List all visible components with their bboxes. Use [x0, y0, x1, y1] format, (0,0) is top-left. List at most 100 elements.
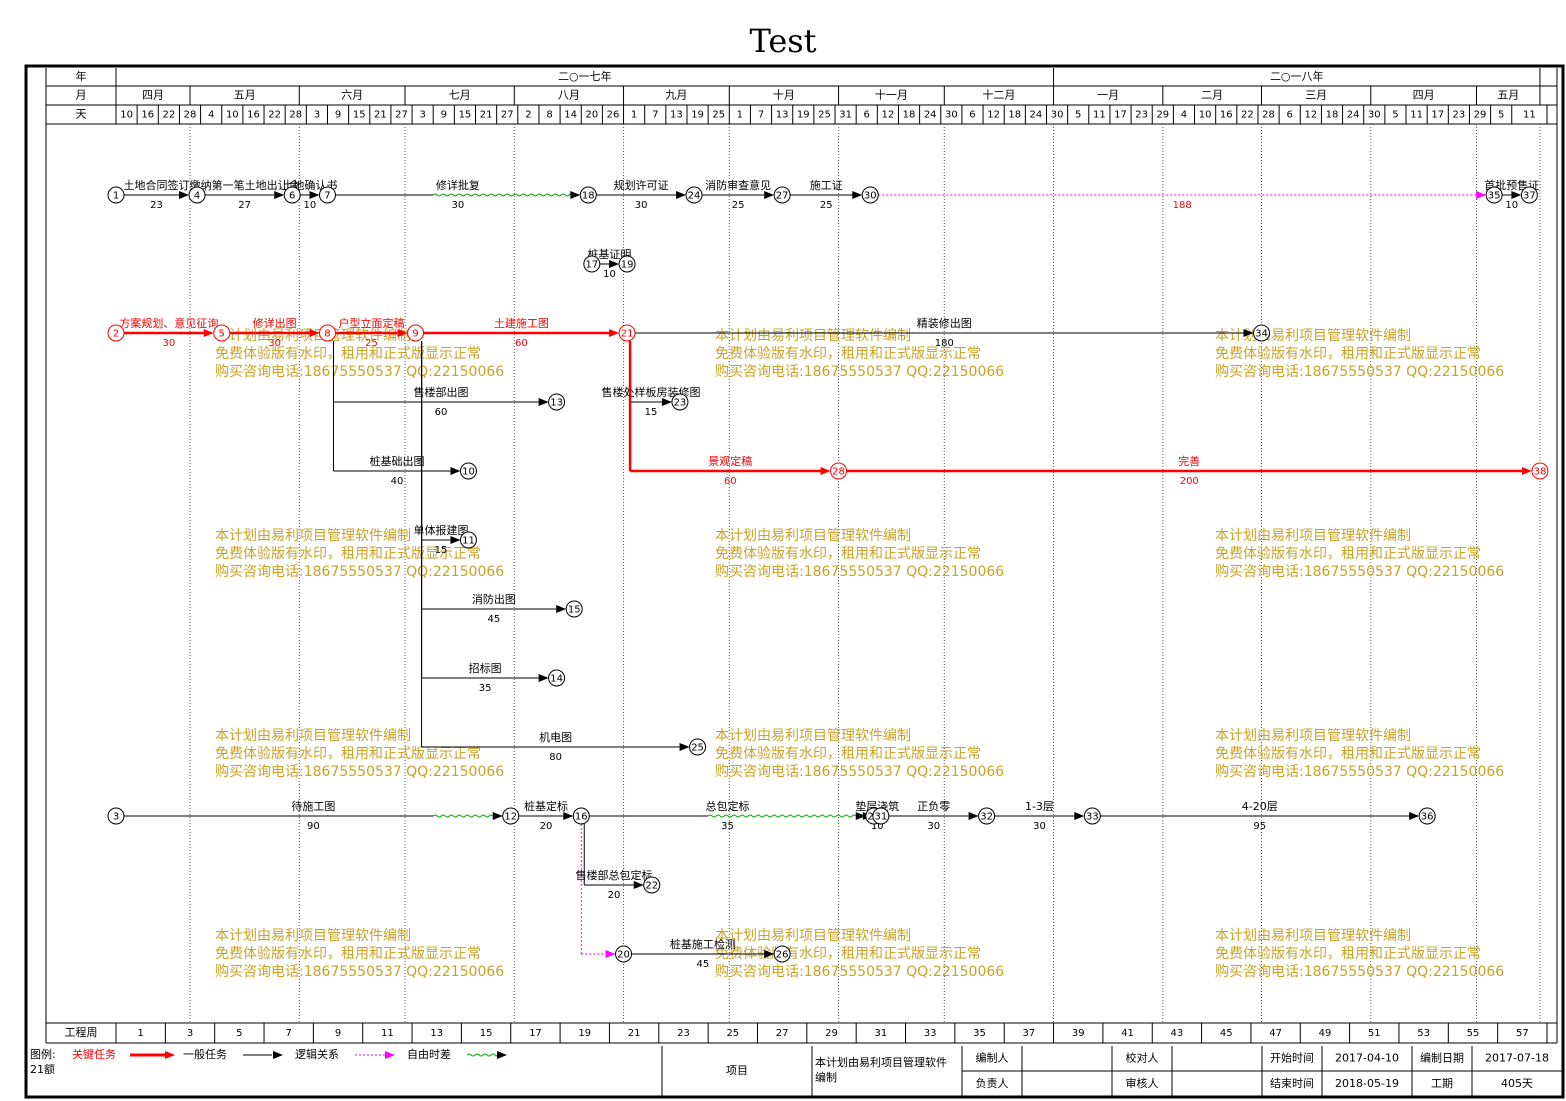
week-label: 17	[529, 1028, 542, 1039]
watermark-text: 购买咨询电话:18675550537 QQ:22150066	[715, 764, 1004, 780]
day-label: 11	[1410, 110, 1423, 121]
activity-arrowhead	[309, 329, 320, 337]
activity-arrowhead	[556, 605, 567, 613]
month-label: 二月	[1201, 89, 1223, 102]
activity-arrowhead	[633, 881, 644, 889]
activity-arrowhead	[1521, 467, 1532, 475]
day-label: 12	[1304, 110, 1317, 121]
week-label: 53	[1417, 1028, 1430, 1039]
activity-name: 桩基础出图	[369, 454, 424, 468]
activity-duration: 10	[1505, 200, 1518, 211]
activity-duration: 23	[150, 200, 163, 211]
node-circle	[107, 807, 125, 825]
day-label: 22	[1241, 110, 1254, 121]
activity-name: 景观定稿	[708, 454, 752, 468]
float-wave	[432, 814, 494, 818]
day-label: 23	[1453, 110, 1466, 121]
node-label: 15	[568, 605, 581, 616]
node-label: 22	[645, 881, 658, 892]
week-label: 29	[825, 1028, 838, 1039]
week-label: 3	[187, 1028, 193, 1039]
activity-duration: 30	[163, 338, 176, 349]
watermark-text: 本计划由易利项目管理软件编制	[215, 728, 411, 744]
activity-duration: 188	[1173, 200, 1192, 211]
activity-duration: 15	[645, 407, 658, 418]
day-label: 16	[141, 110, 154, 121]
node-circle	[318, 186, 336, 204]
activity-name: 土地合同签订	[124, 178, 190, 192]
activity-name: 桩基证明	[587, 247, 631, 261]
activity-duration: 35	[479, 683, 492, 694]
activity-arrowhead	[203, 329, 214, 337]
node-label: 26	[776, 950, 789, 961]
watermark-text: 本计划由易利项目管理软件编制	[215, 528, 411, 544]
activity-name: 桩基定标	[524, 799, 568, 813]
activity-name: 土建施工图	[494, 316, 549, 330]
node-circle	[107, 324, 125, 342]
activity-arrowhead	[609, 329, 620, 337]
watermark-text: 本计划由易利项目管理软件编制	[715, 328, 911, 344]
node-label: 35	[1488, 191, 1501, 202]
node-label: 24	[688, 191, 701, 202]
day-label: 5	[1392, 110, 1398, 121]
day-label: 11	[1523, 110, 1536, 121]
node-circle	[548, 393, 566, 411]
month-label: 一月	[1097, 89, 1119, 102]
legend-critical-arrow	[165, 1051, 175, 1059]
node-circle	[685, 186, 703, 204]
year-label: 二○一七年	[558, 69, 612, 83]
activity-name: 4-20层	[1242, 800, 1278, 813]
activity-duration: 10	[603, 269, 616, 280]
float-wave	[432, 193, 571, 197]
watermark-text: 购买咨询电话:18675550537 QQ:22150066	[215, 564, 504, 580]
legend-count: 21额	[30, 1063, 55, 1076]
watermark-text: 购买咨询电话:18675550537 QQ:22150066	[715, 964, 1004, 980]
day-label: 21	[480, 110, 493, 121]
day-label: 3	[419, 110, 425, 121]
activity-arrowhead	[661, 398, 672, 406]
day-label: 7	[758, 110, 764, 121]
node-label: 14	[550, 674, 563, 685]
activity-name: 精装修出图	[917, 316, 972, 330]
activity-name: 单体报建图	[414, 523, 469, 537]
node-label: 33	[1086, 812, 1099, 823]
watermark-text: 本计划由易利项目管理软件编制	[715, 728, 911, 744]
activity-duration: 30	[1033, 821, 1046, 832]
day-label: 2	[525, 110, 531, 121]
activity-arrowhead	[764, 950, 775, 958]
watermark-text: 免费体验版有水印，租用和正式版显示正常	[715, 346, 981, 362]
day-label: 29	[1474, 110, 1487, 121]
year-label: 二○一八年	[1270, 69, 1324, 83]
activity-name: 桩基施工检测	[670, 937, 736, 951]
node-circle	[1485, 186, 1503, 204]
day-label: 6	[864, 110, 870, 121]
footer-end-value: 2018-05-19	[1335, 1077, 1399, 1090]
node-circle	[773, 945, 791, 963]
page-title: Test	[749, 22, 817, 60]
footer-duration-label: 工期	[1431, 1077, 1453, 1090]
node-label: 17	[585, 260, 598, 271]
footer-duration-value: 405天	[1501, 1077, 1533, 1090]
day-label: 22	[163, 110, 176, 121]
week-label: 5	[236, 1028, 242, 1039]
day-label: 18	[903, 110, 916, 121]
activity-name: 1-3层	[1025, 800, 1054, 813]
day-label: 12	[987, 110, 1000, 121]
week-label: 25	[726, 1028, 739, 1039]
activity-arrowhead	[450, 536, 461, 544]
month-label: 九月	[665, 89, 687, 102]
day-label: 4	[1181, 110, 1187, 121]
node-circle	[1083, 807, 1101, 825]
activity-arrowhead	[538, 674, 549, 682]
legend-critical-label: 关键任务	[72, 1047, 116, 1061]
day-label: 4	[208, 110, 214, 121]
node-label: 2	[113, 329, 119, 340]
day-label: 12	[882, 110, 895, 121]
node-label: 32	[980, 812, 993, 823]
day-label: 25	[818, 110, 831, 121]
watermark-text: 免费体验版有水印，租用和正式版显示正常	[215, 546, 481, 562]
legend-logic-label: 逻辑关系	[295, 1047, 339, 1061]
watermark-text: 免费体验版有水印，租用和正式版显示正常	[1215, 946, 1481, 962]
activity-arrowhead	[397, 329, 408, 337]
day-label: 28	[1262, 110, 1275, 121]
